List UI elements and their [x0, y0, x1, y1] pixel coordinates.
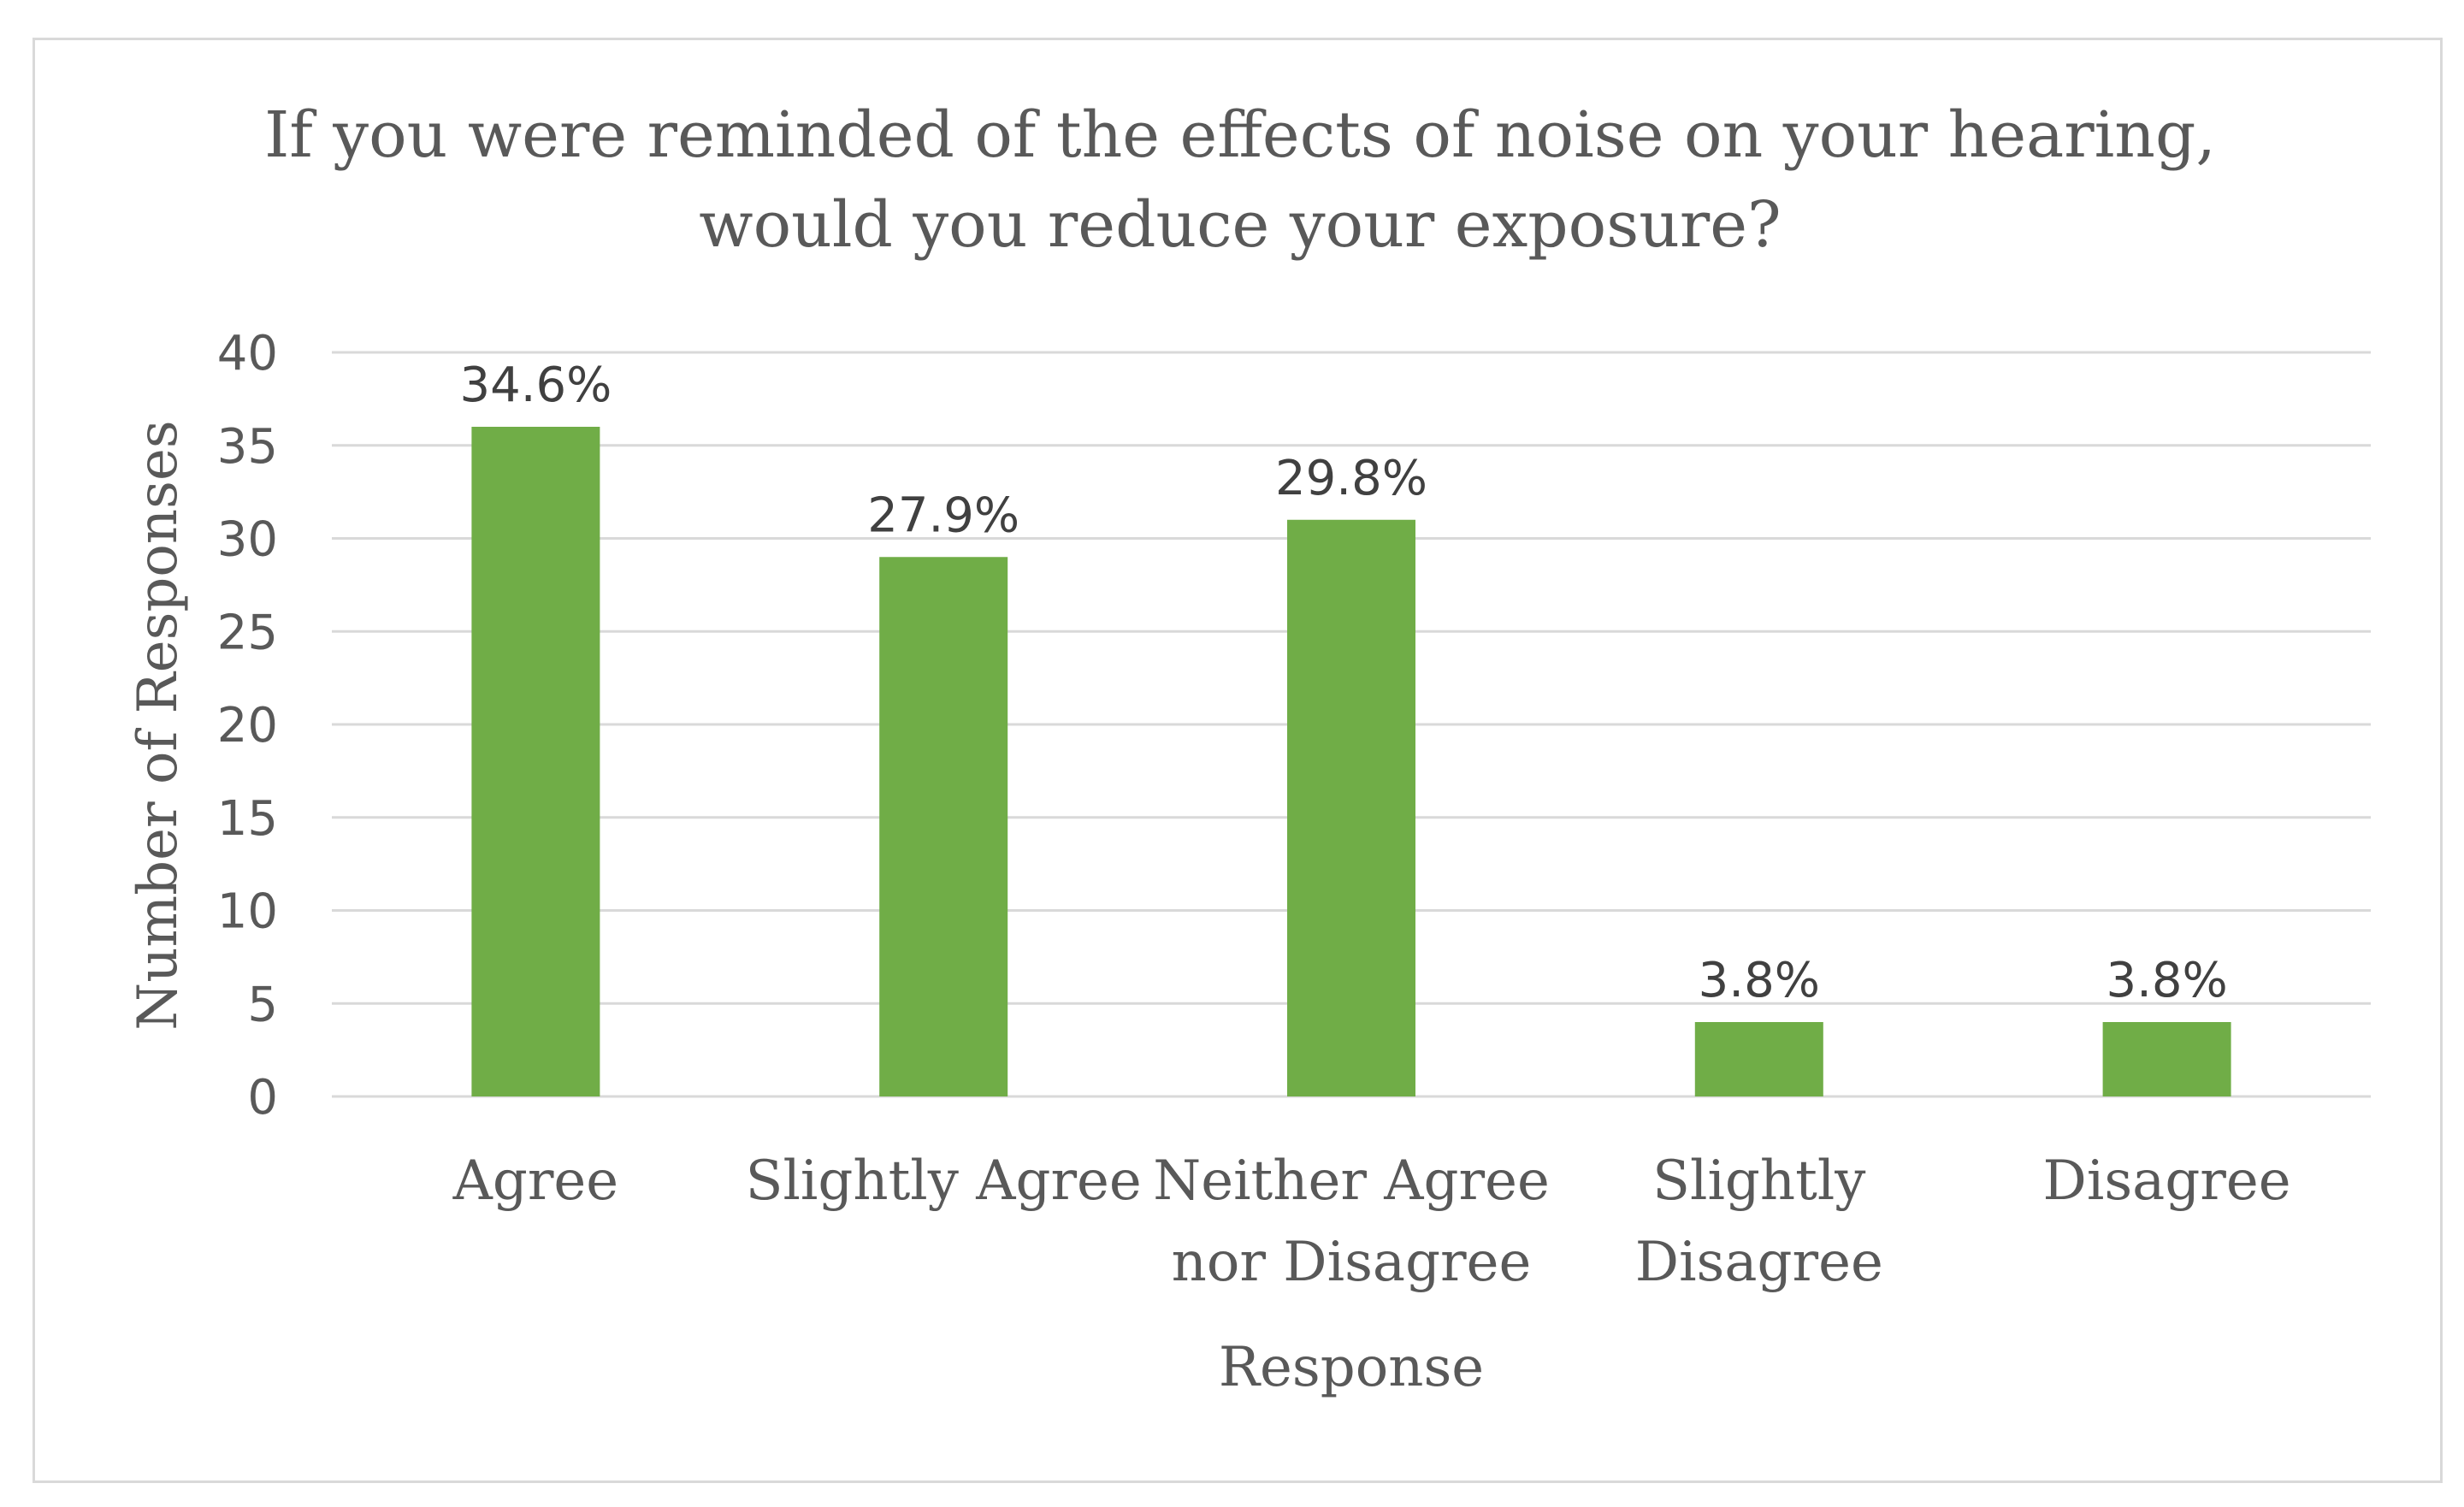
y-tick-label: 5 — [247, 977, 278, 1032]
x-category-label: Neither Agree — [1153, 1149, 1550, 1213]
x-category-label: Slightly — [1652, 1149, 1865, 1213]
x-category-label: Agree — [452, 1149, 619, 1213]
chart-frame — [32, 38, 2443, 1483]
bar — [1694, 1022, 1823, 1096]
chart-title-line-2: would you reduce your exposure? — [699, 188, 1781, 262]
y-tick-label: 20 — [217, 698, 278, 754]
x-category-label: Slightly Agree — [746, 1149, 1142, 1213]
x-category-label: Disagree — [2043, 1149, 2291, 1213]
y-tick-label: 15 — [217, 791, 278, 847]
x-category-label: Disagree — [1635, 1231, 1883, 1294]
chart-title-line-1: If you were reminded of the effects of n… — [264, 98, 2216, 172]
y-axis-title: Number of Responses — [127, 420, 190, 1030]
y-axis-ticks: 0 5 10 15 20 25 30 35 40 — [217, 326, 278, 1126]
chart-title: If you were reminded of the effects of n… — [264, 98, 2216, 262]
data-labels: 34.6% 27.9% 29.8% 3.8% 3.8% — [459, 358, 2227, 1008]
bar — [879, 557, 1008, 1096]
y-tick-label: 40 — [217, 326, 278, 381]
y-tick-label: 35 — [217, 419, 278, 475]
data-label: 27.9% — [867, 488, 1019, 543]
data-label: 3.8% — [2106, 953, 2227, 1008]
bar — [2102, 1022, 2231, 1096]
y-tick-label: 10 — [217, 884, 278, 940]
bar — [471, 427, 600, 1096]
data-label: 3.8% — [1699, 953, 1820, 1008]
x-axis-categories: Agree Slightly Agree Neither Agree nor Disa… — [452, 1149, 2291, 1294]
y-tick-label: 0 — [247, 1070, 278, 1126]
y-tick-label: 25 — [217, 605, 278, 660]
bar — [1287, 519, 1415, 1096]
data-label: 29.8% — [1275, 451, 1427, 506]
data-label: 34.6% — [459, 358, 612, 413]
y-tick-label: 30 — [217, 512, 278, 568]
x-axis-title: Response — [1219, 1336, 1484, 1399]
bars — [471, 427, 2231, 1096]
x-category-label: nor Disagree — [1172, 1231, 1532, 1294]
